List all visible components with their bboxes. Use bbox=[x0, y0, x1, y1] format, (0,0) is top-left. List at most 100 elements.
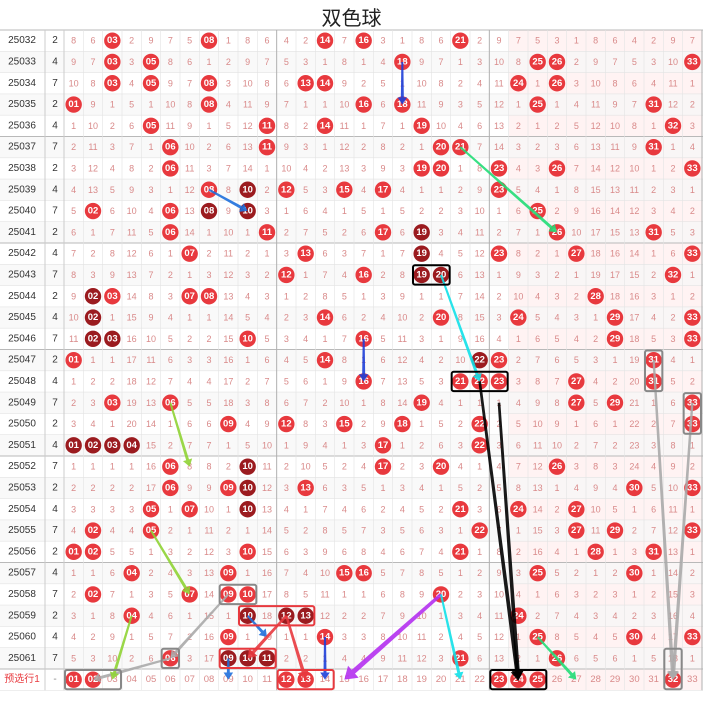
miss-count: 19 bbox=[127, 398, 137, 408]
miss-count: 2 bbox=[593, 589, 598, 599]
miss-count: 17 bbox=[610, 270, 620, 280]
red-ball bbox=[684, 479, 701, 497]
red-ball-number: 24 bbox=[513, 610, 524, 621]
miss-count: 3 bbox=[322, 185, 327, 195]
red-ball-number: 20 bbox=[436, 312, 447, 323]
miss-count: 3 bbox=[496, 440, 501, 450]
red-ball-number: 19 bbox=[416, 120, 427, 131]
miss-count: 2 bbox=[284, 313, 289, 323]
miss-count: 3 bbox=[670, 185, 675, 195]
miss-count: 7 bbox=[129, 142, 134, 152]
red-ball-number: 33 bbox=[687, 482, 698, 493]
miss-count: 8 bbox=[187, 100, 192, 110]
red-ball bbox=[258, 650, 276, 667]
miss-count: 1 bbox=[148, 100, 153, 110]
red-ball bbox=[316, 351, 334, 369]
miss-count: 3 bbox=[477, 589, 482, 599]
miss-count: 8 bbox=[670, 440, 675, 450]
red-ball bbox=[548, 53, 566, 71]
miss-count: 10 bbox=[552, 440, 562, 450]
miss-count: 10 bbox=[436, 121, 446, 131]
miss-count: 10 bbox=[69, 78, 79, 88]
red-ball-number: 04 bbox=[126, 440, 137, 451]
miss-count: 6 bbox=[284, 78, 289, 88]
miss-count: 1 bbox=[651, 249, 656, 259]
miss-count: 5 bbox=[342, 291, 347, 301]
miss-count: 1 bbox=[438, 291, 443, 301]
miss-count: 4 bbox=[400, 185, 405, 195]
miss-count: 2 bbox=[690, 100, 695, 110]
miss-count: 4 bbox=[438, 547, 443, 557]
miss-count: 3 bbox=[516, 142, 521, 152]
miss-count: 14 bbox=[610, 206, 620, 216]
miss-count: 11 bbox=[320, 589, 329, 599]
miss-count: 3 bbox=[206, 163, 211, 173]
red-ball-number: 22 bbox=[474, 355, 485, 366]
miss-count: 4 bbox=[516, 589, 521, 599]
red-ball-number: 19 bbox=[416, 227, 427, 238]
red-ball-number: 01 bbox=[68, 440, 79, 451]
miss-count: 5 bbox=[110, 185, 115, 195]
miss-count: 9 bbox=[148, 36, 153, 46]
red-ball-number: 17 bbox=[378, 184, 389, 195]
miss-count: 10 bbox=[339, 100, 349, 110]
miss-count: 1 bbox=[168, 504, 173, 514]
miss-count: 1 bbox=[419, 291, 424, 301]
n-value: 4 bbox=[52, 568, 58, 579]
red-ball-number: 03 bbox=[107, 35, 118, 46]
miss-count: 2 bbox=[554, 270, 559, 280]
predict-number: 26 bbox=[552, 674, 563, 685]
miss-count: 2 bbox=[245, 249, 250, 259]
miss-count: 2 bbox=[535, 249, 540, 259]
miss-count: 1 bbox=[264, 163, 269, 173]
red-ball-number: 24 bbox=[513, 78, 524, 89]
issue-label: 25060 bbox=[8, 632, 36, 643]
red-ball bbox=[104, 394, 121, 411]
miss-count: 2 bbox=[342, 611, 347, 621]
miss-count: 13 bbox=[494, 653, 504, 663]
red-ball bbox=[316, 117, 334, 135]
miss-count: 11 bbox=[146, 355, 155, 365]
miss-count: 6 bbox=[71, 227, 76, 237]
miss-count: 17 bbox=[629, 313, 639, 323]
miss-count: 1 bbox=[554, 185, 559, 195]
miss-count: 1 bbox=[632, 589, 637, 599]
miss-count: 4 bbox=[458, 121, 463, 131]
miss-count: 9 bbox=[400, 611, 405, 621]
miss-count: 11 bbox=[494, 78, 503, 88]
red-ball bbox=[355, 564, 372, 582]
miss-count: 3 bbox=[477, 57, 482, 67]
n-value: 2 bbox=[52, 546, 58, 557]
red-ball bbox=[162, 458, 179, 475]
miss-count: 9 bbox=[71, 291, 76, 301]
highlight-box bbox=[160, 647, 181, 670]
miss-count: 2 bbox=[110, 121, 115, 131]
miss-count: 5 bbox=[574, 632, 579, 642]
miss-count: 3 bbox=[438, 376, 443, 386]
miss-count: 6 bbox=[458, 270, 463, 280]
annotation-arrow bbox=[440, 594, 464, 680]
miss-count: 3 bbox=[129, 504, 134, 514]
miss-count: 4 bbox=[400, 504, 405, 514]
miss-count: 4 bbox=[632, 36, 637, 46]
miss-count: 4 bbox=[187, 376, 192, 386]
red-ball-number: 21 bbox=[455, 653, 466, 664]
red-ball bbox=[181, 245, 198, 262]
miss-count: 6 bbox=[148, 249, 153, 259]
red-ball bbox=[239, 479, 256, 497]
red-ball bbox=[626, 564, 643, 582]
miss-count: 2 bbox=[303, 653, 308, 663]
miss-count: 6 bbox=[168, 355, 173, 365]
miss-count: 13 bbox=[262, 504, 272, 514]
miss-count: 12 bbox=[262, 483, 272, 493]
miss-count: 6 bbox=[574, 653, 579, 663]
miss-count: 20 bbox=[629, 376, 639, 386]
miss-count: 18 bbox=[262, 611, 272, 621]
red-ball-number: 02 bbox=[88, 525, 99, 536]
red-ball bbox=[490, 351, 508, 369]
miss-count: 1 bbox=[458, 57, 463, 67]
miss-count: 1 bbox=[168, 249, 173, 259]
miss-count: 2 bbox=[574, 568, 579, 578]
miss-count: 6 bbox=[264, 355, 269, 365]
red-ball bbox=[510, 309, 527, 326]
